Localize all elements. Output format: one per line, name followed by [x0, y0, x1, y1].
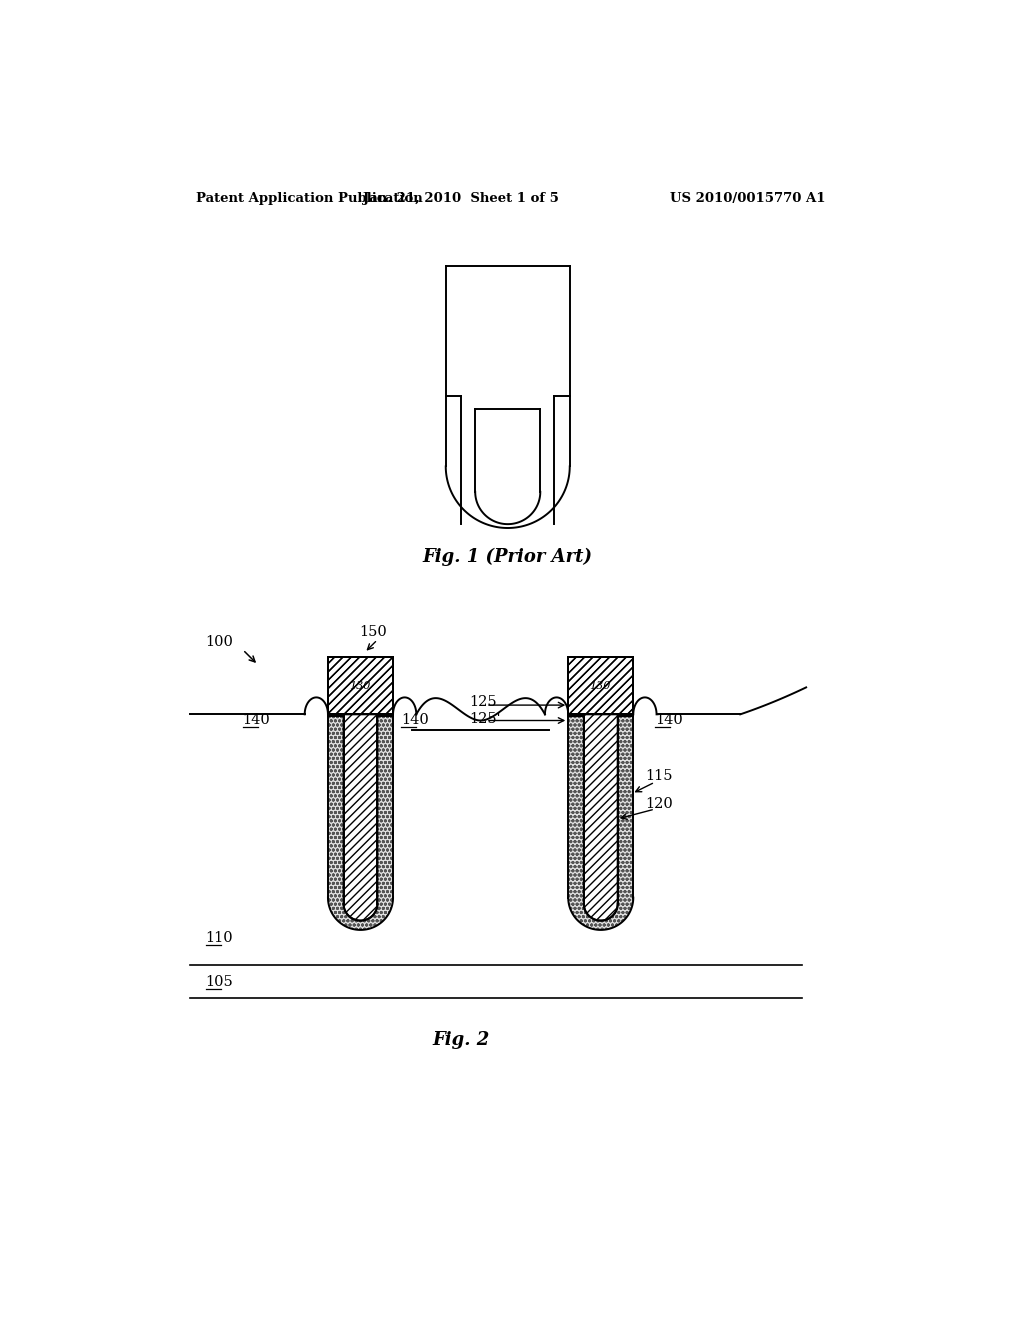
Bar	[328, 657, 393, 715]
Text: Fig. 1 (Prior Art): Fig. 1 (Prior Art)	[423, 548, 593, 566]
Text: 150: 150	[359, 624, 387, 639]
Text: 130: 130	[349, 681, 371, 690]
Text: 105: 105	[206, 975, 233, 989]
Text: 120: 120	[646, 797, 674, 810]
Bar	[568, 657, 633, 714]
Text: US 2010/0015770 A1: US 2010/0015770 A1	[671, 191, 826, 205]
Polygon shape	[568, 714, 633, 929]
Bar	[568, 657, 633, 715]
Text: 110: 110	[206, 931, 233, 945]
Polygon shape	[344, 714, 378, 920]
Text: 125: 125	[469, 696, 497, 709]
Bar	[568, 657, 633, 714]
Text: 140: 140	[243, 714, 270, 727]
Text: 130: 130	[589, 681, 610, 690]
Text: Jan. 21, 2010  Sheet 1 of 5: Jan. 21, 2010 Sheet 1 of 5	[364, 191, 559, 205]
Polygon shape	[328, 714, 393, 929]
Bar	[328, 657, 393, 715]
Text: Patent Application Publication: Patent Application Publication	[197, 191, 423, 205]
Bar	[568, 657, 633, 715]
Text: 100: 100	[206, 635, 233, 649]
Text: 140: 140	[655, 714, 683, 727]
Bar	[328, 657, 393, 714]
Text: Fig. 2: Fig. 2	[432, 1031, 489, 1049]
Text: 140: 140	[400, 714, 429, 727]
Polygon shape	[584, 714, 617, 920]
Text: 115: 115	[646, 770, 673, 783]
Bar	[328, 657, 393, 714]
Text: 125': 125'	[469, 711, 501, 726]
